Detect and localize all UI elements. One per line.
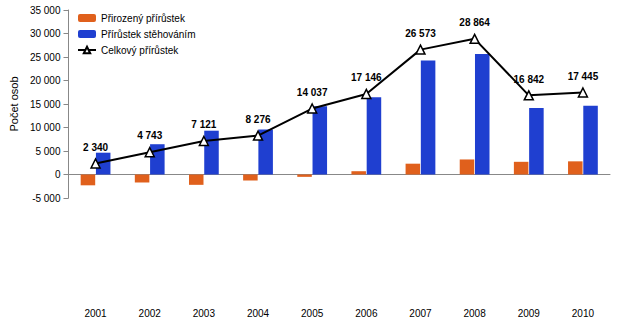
svg-text:25 000: 25 000 [30, 52, 61, 63]
svg-text:2003: 2003 [193, 308, 216, 318]
svg-text:Počet osob: Počet osob [8, 76, 20, 131]
svg-text:0: 0 [55, 169, 61, 180]
svg-text:30 000: 30 000 [30, 28, 61, 39]
svg-text:17 445: 17 445 [568, 71, 599, 82]
svg-text:20 000: 20 000 [30, 75, 61, 86]
svg-text:2005: 2005 [301, 308, 324, 318]
svg-text:26 573: 26 573 [405, 28, 436, 39]
svg-text:2006: 2006 [355, 308, 378, 318]
svg-text:35 000: 35 000 [30, 5, 61, 16]
svg-text:2007: 2007 [409, 308, 432, 318]
svg-text:16 842: 16 842 [513, 74, 544, 85]
svg-text:2001: 2001 [84, 308, 107, 318]
svg-text:2010: 2010 [572, 308, 595, 318]
svg-text:2008: 2008 [463, 308, 486, 318]
svg-text:2009: 2009 [518, 308, 541, 318]
svg-text:Přírůstek stěhováním: Přírůstek stěhováním [101, 29, 195, 40]
svg-text:14 037: 14 037 [297, 87, 328, 98]
svg-text:2004: 2004 [247, 308, 270, 318]
svg-text:4 743: 4 743 [137, 130, 162, 141]
svg-text:28 864: 28 864 [459, 17, 490, 28]
svg-text:15 000: 15 000 [30, 99, 61, 110]
svg-text:7 121: 7 121 [191, 119, 216, 130]
svg-text:Přirozený přírůstek: Přirozený přírůstek [101, 13, 186, 24]
svg-text:2 340: 2 340 [83, 142, 108, 153]
svg-text:10 000: 10 000 [30, 122, 61, 133]
svg-text:17 146: 17 146 [351, 72, 382, 83]
svg-text:-5 000: -5 000 [32, 193, 61, 204]
svg-text:Celkový přírůstek: Celkový přírůstek [101, 45, 179, 56]
svg-text:2002: 2002 [139, 308, 162, 318]
svg-text:8 276: 8 276 [246, 114, 271, 125]
svg-text:5 000: 5 000 [35, 146, 60, 157]
